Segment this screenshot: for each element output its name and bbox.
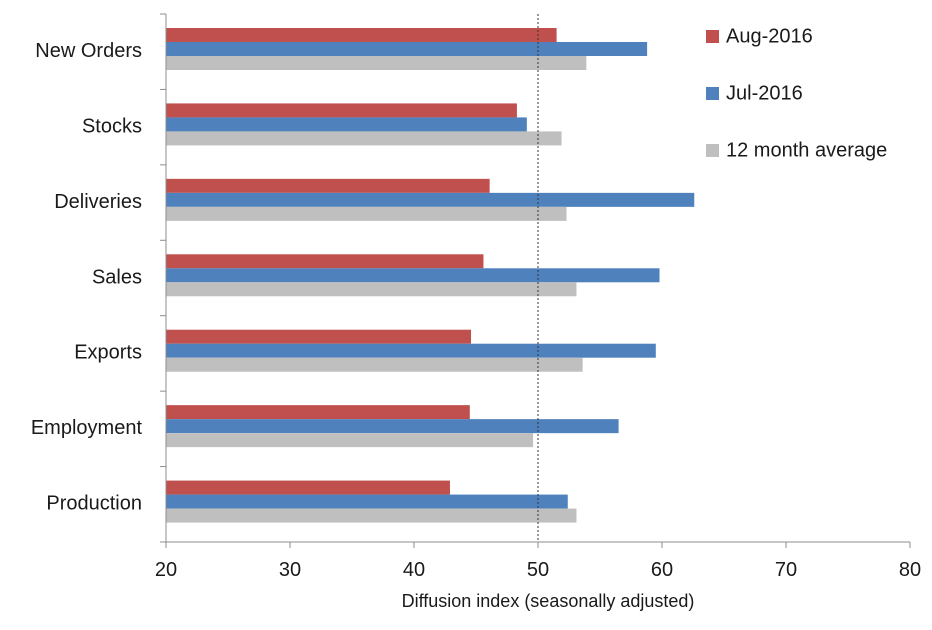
bar-employment-12-month-average — [166, 433, 534, 448]
x-tick-label: 20 — [155, 559, 177, 581]
legend-label: Jul-2016 — [726, 82, 803, 104]
category-label: Stocks — [82, 115, 142, 137]
bar-sales-aug-2016 — [166, 254, 484, 269]
bar-production-jul-2016 — [166, 494, 568, 509]
bar-sales-jul-2016 — [166, 268, 660, 283]
bar-employment-aug-2016 — [166, 405, 470, 420]
category-label: Production — [46, 493, 142, 515]
legend-swatch — [706, 87, 719, 100]
x-tick-label: 40 — [403, 559, 425, 581]
bar-stocks-jul-2016 — [166, 117, 527, 132]
bar-deliveries-12-month-average — [166, 206, 567, 221]
bar-new-orders-jul-2016 — [166, 42, 648, 56]
x-tick-label: 50 — [527, 559, 549, 581]
legend-label: 12 month average — [726, 139, 887, 161]
legend: Aug-2016 Jul-2016 12 month average — [706, 25, 887, 161]
bars-layer — [166, 28, 695, 523]
bar-production-aug-2016 — [166, 480, 450, 495]
bar-deliveries-jul-2016 — [166, 192, 695, 207]
legend-label: Aug-2016 — [726, 25, 813, 47]
x-tick-label: 70 — [775, 559, 797, 581]
category-label: Employment — [31, 417, 143, 439]
x-tick-label: 60 — [651, 559, 673, 581]
bar-stocks-aug-2016 — [166, 103, 517, 118]
category-label: Sales — [92, 266, 142, 288]
category-label: New Orders — [35, 40, 142, 62]
bar-new-orders-12-month-average — [166, 56, 587, 70]
category-label: Deliveries — [54, 191, 142, 213]
bar-exports-jul-2016 — [166, 343, 656, 358]
bar-exports-12-month-average — [166, 357, 583, 372]
bar-exports-aug-2016 — [166, 329, 472, 344]
x-tick-label: 30 — [279, 559, 301, 581]
x-tick-label: 80 — [899, 559, 921, 581]
bar-employment-jul-2016 — [166, 419, 619, 434]
category-label: Exports — [74, 342, 142, 364]
bar-stocks-12-month-average — [166, 131, 562, 146]
legend-swatch — [706, 30, 719, 43]
x-axis-label: Diffusion index (seasonally adjusted) — [402, 591, 695, 611]
bar-deliveries-aug-2016 — [166, 178, 490, 193]
axes-layer: New Orders Stocks Deliveries Sales Exports Em… — [31, 13, 921, 581]
bar-sales-12-month-average — [166, 282, 577, 297]
bar-production-12-month-average — [166, 508, 577, 523]
bar-new-orders-aug-2016 — [166, 28, 557, 42]
legend-swatch — [706, 144, 719, 157]
